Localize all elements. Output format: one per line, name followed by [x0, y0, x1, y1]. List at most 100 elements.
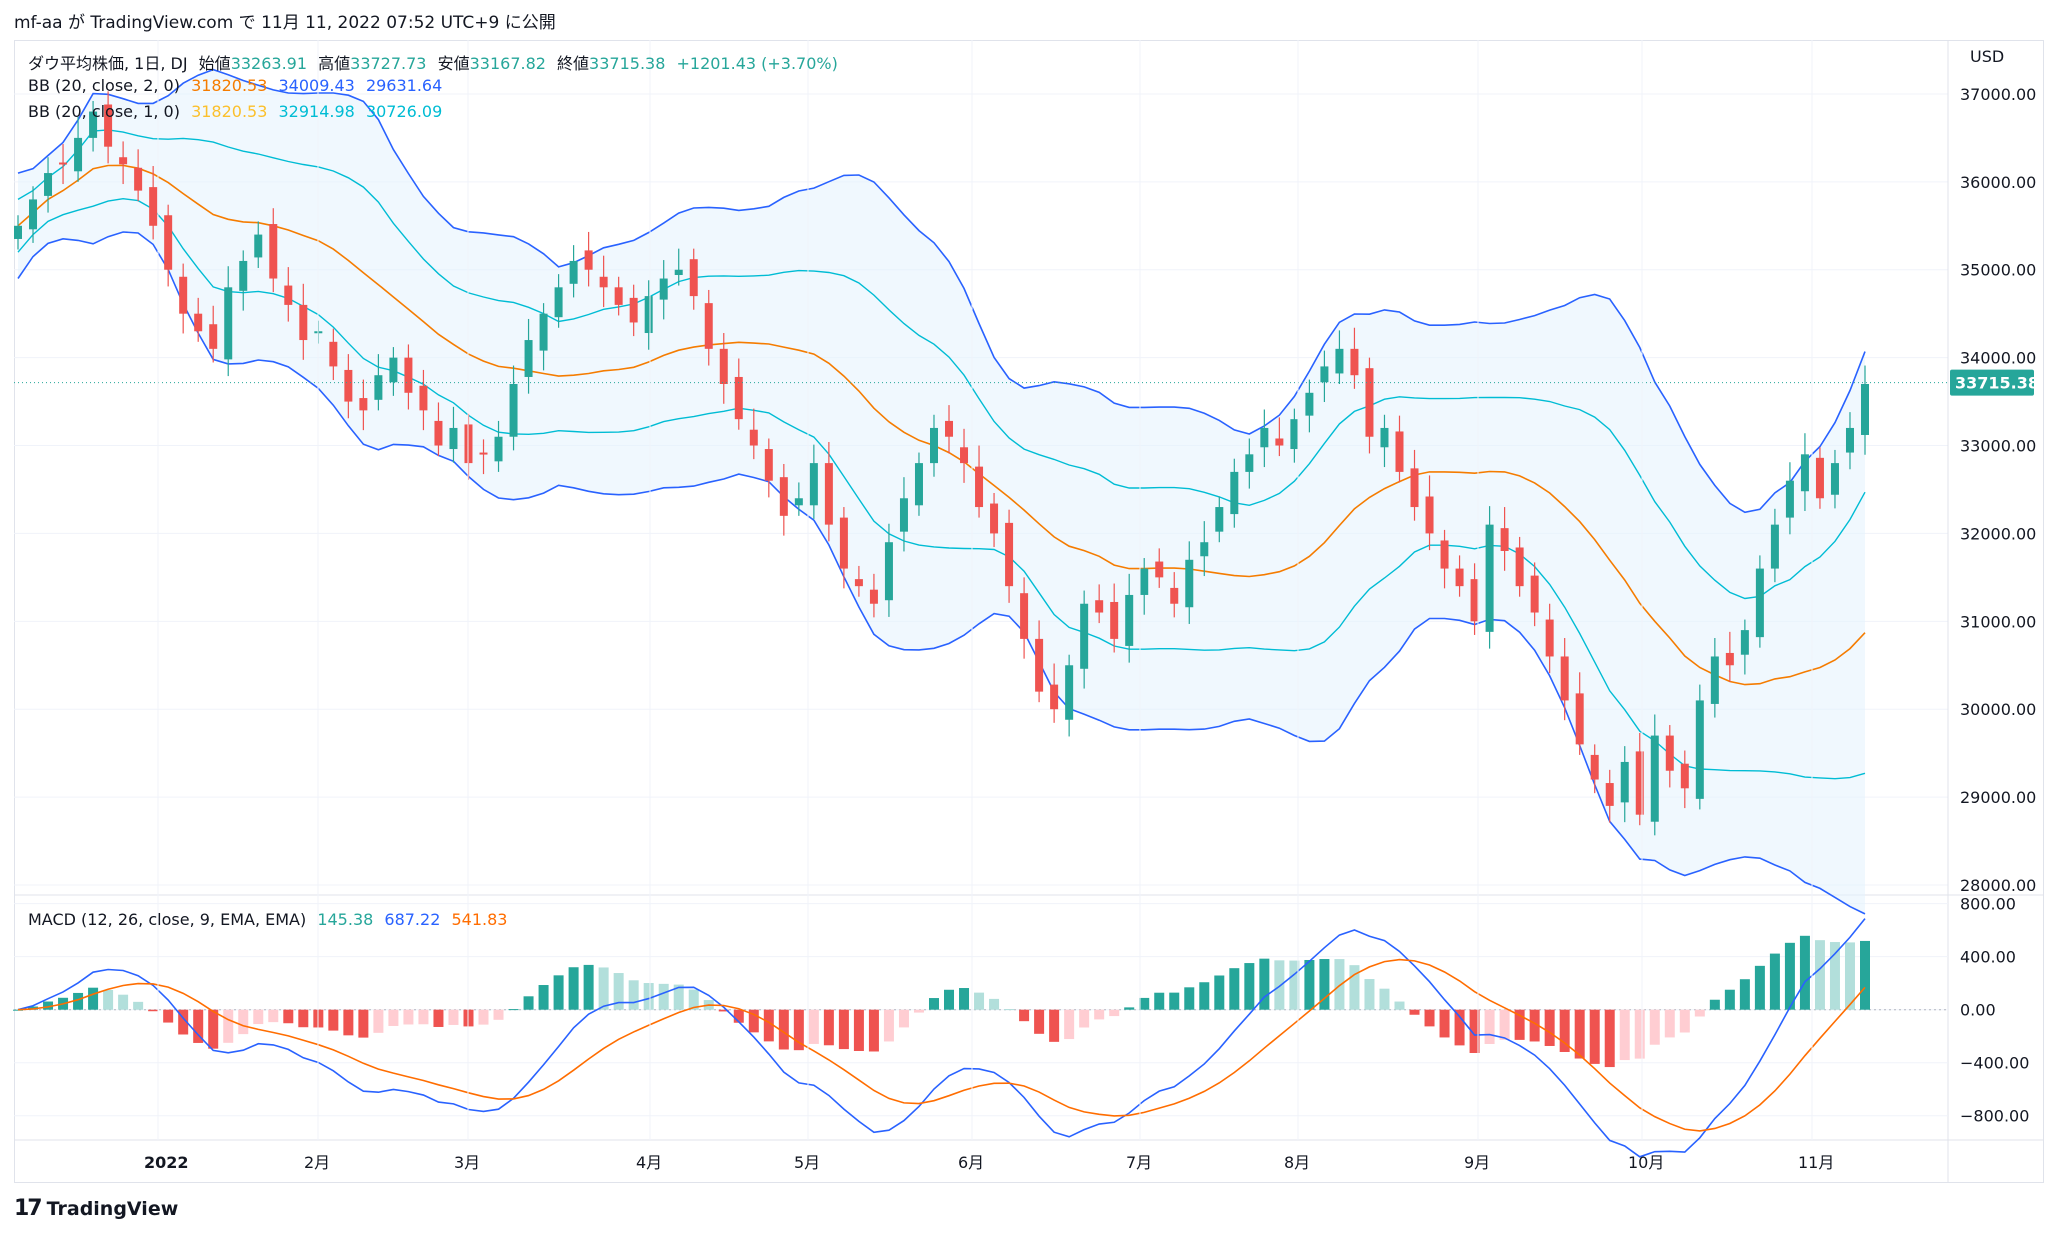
candle-body [164, 215, 173, 270]
macd-histogram-bar [1244, 963, 1255, 1010]
macd-histogram-bar [178, 1009, 189, 1035]
macd-histogram-bar [1409, 1009, 1420, 1015]
macd-tick-label: −800.00 [1960, 1107, 2029, 1126]
macd-histogram-bar [13, 1009, 23, 1011]
candle-body [794, 498, 803, 506]
close-label: 終値 [557, 54, 590, 73]
macd-histogram-bar [1124, 1007, 1135, 1010]
macd-histogram-bar [1499, 1009, 1510, 1040]
candle-body [359, 398, 368, 411]
candle-body [404, 357, 413, 393]
macd-histogram-bar [1649, 1009, 1660, 1045]
macd-histogram-bar [1469, 1009, 1480, 1053]
macd-histogram-bar [1049, 1009, 1060, 1042]
macd-histogram-bar [268, 1009, 279, 1023]
candle-body [1155, 561, 1164, 578]
candle-body [1245, 454, 1254, 472]
candle-body [1440, 540, 1449, 569]
macd-histogram-bar [898, 1009, 909, 1028]
candle-body [960, 447, 969, 464]
macd-histogram-bar [913, 1009, 924, 1013]
candle-body [1230, 471, 1239, 515]
candle-body [1635, 751, 1644, 815]
macd-histogram-bar [1589, 1009, 1600, 1064]
candle-body [1560, 656, 1569, 701]
candle-body [1695, 700, 1704, 799]
candle-body [1215, 507, 1224, 532]
macd-histogram-bar [688, 989, 699, 1010]
macd-histogram-bar [1079, 1009, 1090, 1028]
macd-histogram-bar [1424, 1009, 1435, 1027]
time-tick-label: 2月 [304, 1153, 330, 1172]
macd-histogram-bar [148, 1009, 159, 1012]
macd-histogram-bar [193, 1009, 204, 1043]
candle-body [1770, 524, 1779, 569]
price-tick-label: 32000.00 [1960, 524, 2036, 543]
candle-body [239, 260, 248, 291]
candle-body [1485, 524, 1494, 632]
candle-body [1185, 559, 1194, 608]
macd-histogram-bar [1484, 1009, 1495, 1044]
price-tick-label: 29000.00 [1960, 788, 2036, 807]
candle-body [1665, 735, 1674, 771]
signal-line [17, 958, 1866, 1132]
macd-histogram-bar [298, 1009, 309, 1028]
candle-body [179, 276, 188, 314]
candle-body [254, 234, 263, 258]
bb2-legend[interactable]: BB (20, close, 2, 0) 31820.53 34009.43 2… [28, 76, 448, 95]
footer-brand[interactable]: 17 TradingView [14, 1196, 178, 1221]
candle-body [1680, 763, 1689, 789]
candle-body [134, 167, 143, 191]
candle-body [704, 303, 713, 349]
bb1-upper-line [17, 129, 1866, 600]
macd-histogram-bar [778, 1009, 789, 1050]
candle-body [1590, 754, 1599, 780]
bb-fill [18, 69, 1865, 914]
candle-body [44, 173, 53, 196]
candle-body [569, 260, 578, 284]
macd-histogram-bar [989, 998, 1000, 1010]
macd-histogram-bar [1619, 1009, 1630, 1061]
macd-tick-label: 800.00 [1960, 895, 2016, 914]
macd-histogram-bar [613, 973, 624, 1010]
bb1-legend[interactable]: BB (20, close, 1, 0) 31820.53 32914.98 3… [28, 102, 448, 121]
candle-body [14, 225, 22, 239]
tradingview-logo-icon: 17 [14, 1196, 43, 1221]
macd-hist-value: 145.38 [317, 910, 374, 929]
macd-legend[interactable]: MACD (12, 26, close, 9, EMA, EMA) 145.38… [28, 910, 513, 929]
macd-histogram-bar [748, 1009, 759, 1033]
time-tick-label: 9月 [1464, 1153, 1490, 1172]
macd-histogram-bar [1229, 968, 1240, 1010]
macd-histogram-bar [1334, 959, 1345, 1010]
macd-histogram-bar [358, 1009, 369, 1038]
macd-histogram-bar [718, 1009, 729, 1012]
candle-body [209, 324, 218, 349]
candle-body [1710, 656, 1719, 704]
symbol-title[interactable]: ダウ平均株価, 1日, DJ [28, 54, 188, 73]
macd-histogram-bar [673, 984, 684, 1010]
macd-histogram-bar [538, 985, 549, 1010]
bb2-basis: 31820.53 [191, 76, 268, 95]
candle-body [1320, 366, 1329, 383]
candle-body [74, 137, 83, 172]
candle-body [1830, 463, 1839, 495]
bb2-lower-line [17, 231, 1866, 915]
macd-histogram-bar [1094, 1009, 1105, 1020]
macd-histogram-bar [1319, 959, 1330, 1010]
brand-name: TradingView [46, 1197, 179, 1220]
candle-body [1800, 454, 1809, 492]
candle-body [1170, 587, 1179, 604]
macd-histogram-bar [1769, 953, 1780, 1010]
macd-histogram-bar [1109, 1009, 1120, 1017]
macd-histogram-bar [418, 1009, 429, 1025]
low-value: 33167.82 [469, 54, 546, 73]
candle-body [824, 463, 833, 525]
candle-body [975, 466, 984, 508]
candle-body [899, 498, 908, 532]
time-tick-label: 5月 [794, 1153, 820, 1172]
macd-tick-label: 400.00 [1960, 948, 2016, 967]
high-value: 33727.73 [350, 54, 427, 73]
macd-histogram-bar [1199, 982, 1210, 1010]
candle-body [419, 385, 428, 411]
